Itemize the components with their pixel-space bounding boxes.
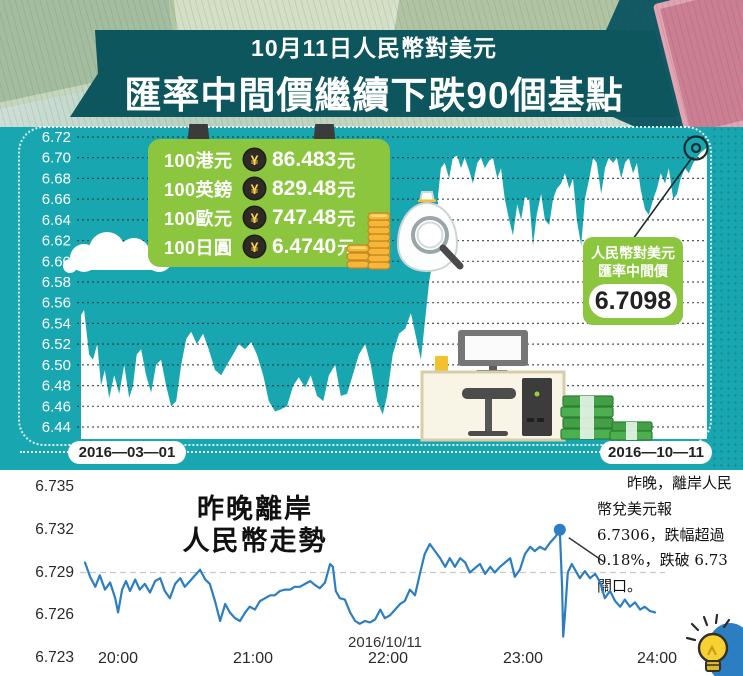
rate-label: 100日圓: [164, 237, 233, 258]
rate-label: 100港元: [164, 150, 233, 171]
rate-row-gbp: 100英鎊 ¥ 829.48 元: [164, 174, 390, 203]
y-tick-label: 6.44: [42, 419, 71, 436]
callout-connector: [568, 537, 605, 563]
rate-suffix: 元: [337, 150, 356, 171]
rate-value: 747.48: [272, 205, 337, 229]
midpoint-callout-line2: 匯率中間價: [598, 263, 668, 279]
y-tick-label: 6.732: [35, 521, 74, 538]
date-axis-line: [20, 451, 712, 453]
bottom-chart-title-line1: 昨晚離岸: [197, 494, 313, 525]
y-tick-label: 6.729: [35, 564, 74, 581]
bottom-section: 昨晚離岸 人民幣走勢 昨晚，離岸人民幣兌美元報 6.7306，跌幅超過 0.18…: [0, 470, 743, 676]
y-tick-label: 6.726: [35, 606, 74, 623]
rate-row-jpy: 100日圓 ¥ 6.4740 元: [164, 232, 390, 261]
x-tick-label: 21:00: [232, 650, 274, 667]
rate-value: 86.483: [272, 147, 337, 171]
x-tick-label: 23:00: [502, 650, 544, 667]
bottom-chart: [80, 523, 665, 638]
rate-row-hkd: 100港元 ¥ 86.483 元: [164, 145, 390, 174]
headline-subtitle: 10月11日人民幣對美元: [251, 34, 497, 61]
rate-suffix: 元: [337, 208, 356, 229]
y-tick-label: 6.66: [42, 191, 71, 208]
x-tick-label: 22:00: [367, 650, 409, 667]
peak-marker-icon: [553, 523, 566, 536]
midpoint-callout: 人民幣對美元 匯率中間價 6.7098: [583, 237, 683, 325]
y-tick-label: 6.72: [42, 129, 71, 146]
offshore-line-series: [83, 528, 657, 638]
rate-label: 100歐元: [164, 208, 233, 229]
x-tick-label: 20:00: [97, 650, 139, 667]
midpoint-value: 6.7098: [589, 284, 677, 318]
rate-value: 829.48: [272, 176, 337, 200]
yuan-badge-icon: ¥: [244, 149, 265, 170]
rate-value: 6.4740: [272, 234, 337, 258]
yuan-badge-icon: ¥: [244, 236, 265, 257]
end-date-pill: 2016—10—11: [600, 441, 712, 464]
bottom-chart-date-label: 2016/10/11: [348, 634, 422, 651]
dotted-edge-strip: [711, 126, 743, 470]
rate-suffix: 元: [337, 237, 356, 258]
yuan-badge-icon: ¥: [244, 207, 265, 228]
top-section: 10月11日人民幣對美元 匯率中間價繼續下跌90個基點 6.72 6.70 6.68…: [0, 0, 743, 470]
y-tick-label: 6.48: [42, 378, 71, 395]
y-tick-label: 6.62: [42, 233, 71, 250]
bottom-chart-title: 昨晚離岸 人民幣走勢: [140, 494, 370, 558]
lightbulb-icon: [685, 613, 743, 676]
headline-banner: 10月11日人民幣對美元 匯率中間價繼續下跌90個基點: [70, 30, 678, 117]
y-tick-label: 6.723: [35, 649, 74, 666]
y-tick-label: 6.58: [42, 274, 71, 291]
y-tick-label: 6.56: [42, 295, 71, 312]
rate-label: 100英鎊: [164, 179, 233, 200]
y-tick-label: 6.46: [42, 398, 71, 415]
start-date-pill: 2016—03—01: [68, 441, 186, 464]
exchange-rates-panel: 100港元 ¥ 86.483 元 100英鎊 ¥ 829.48 元 100歐元 …: [148, 139, 390, 267]
yuan-badge-icon: ¥: [244, 178, 265, 199]
y-tick-label: 6.735: [35, 478, 74, 495]
headline-title: 匯率中間價繼續下跌90個基點: [124, 74, 624, 116]
y-tick-label: 6.52: [42, 336, 71, 353]
midpoint-area-series: [81, 147, 707, 439]
x-tick-label: 24:00: [636, 650, 678, 667]
y-tick-label: 6.50: [42, 357, 71, 374]
y-tick-label: 6.60: [42, 253, 71, 270]
rate-row-eur: 100歐元 ¥ 747.48 元: [164, 203, 390, 232]
y-tick-label: 6.68: [42, 170, 71, 187]
y-tick-label: 6.70: [42, 150, 71, 167]
midpoint-callout-line1: 人民幣對美元: [591, 245, 675, 261]
y-tick-label: 6.54: [42, 315, 71, 332]
news-note: 昨晚，離岸人民幣兌美元報 6.7306，跌幅超過 0.18%，跌破 6.73 關…: [597, 474, 733, 596]
bottom-chart-title-line2: 人民幣走勢: [182, 526, 328, 557]
rate-suffix: 元: [337, 179, 356, 200]
y-tick-label: 6.64: [42, 212, 71, 229]
